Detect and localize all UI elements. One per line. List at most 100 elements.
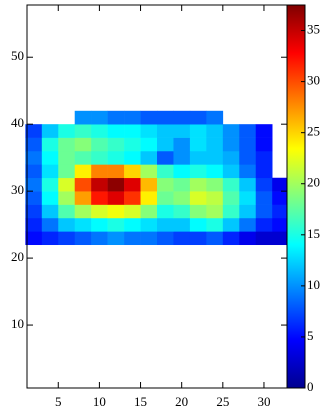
- heat-cell: [140, 204, 158, 219]
- heat-cell: [189, 217, 207, 232]
- heat-cell: [58, 137, 76, 152]
- heat-cell: [74, 231, 92, 246]
- x-tick-label: 15: [134, 394, 147, 409]
- heat-cell: [206, 231, 224, 246]
- heat-cell: [41, 164, 59, 179]
- heat-cell: [206, 217, 224, 232]
- heat-cell: [124, 137, 141, 152]
- x-tick-label: 10: [93, 394, 106, 409]
- heat-cell: [140, 217, 158, 232]
- heat-cell: [189, 164, 207, 179]
- heat-cell: [189, 110, 207, 125]
- heat-cell: [189, 191, 207, 205]
- heat-cell: [25, 137, 43, 152]
- heat-cell: [140, 110, 158, 125]
- heat-cell: [255, 217, 273, 232]
- colorbar-tick-label: 35: [307, 22, 320, 37]
- colorbar-tick-label: 15: [307, 226, 320, 241]
- heat-cell: [124, 204, 141, 219]
- heat-cell: [41, 150, 59, 165]
- heat-cell: [222, 137, 240, 152]
- heat-cell: [222, 204, 240, 219]
- heat-cell: [189, 124, 207, 138]
- heat-cell: [255, 150, 273, 165]
- heat-cell: [58, 177, 76, 192]
- heat-cell: [140, 150, 158, 165]
- heat-cell: [91, 217, 108, 232]
- heat-cell: [58, 150, 76, 165]
- heat-cell: [58, 204, 76, 219]
- heat-cell: [124, 150, 141, 165]
- heat-cell: [124, 217, 141, 232]
- heat-cell: [124, 110, 141, 125]
- heat-cell: [157, 124, 174, 138]
- heat-cell: [239, 204, 257, 219]
- colorbar-tick-label: 20: [307, 175, 320, 190]
- heat-cell: [74, 164, 92, 179]
- heat-cell: [173, 164, 191, 179]
- heat-cell: [222, 231, 240, 246]
- heat-cell: [272, 191, 289, 205]
- heat-cell: [25, 231, 43, 246]
- heat-cell: [124, 191, 141, 205]
- heat-cell: [107, 231, 125, 246]
- heat-cell: [107, 124, 125, 138]
- heat-cell: [58, 124, 76, 138]
- heat-cell: [255, 204, 273, 219]
- colorbar-tick-label: 5: [307, 328, 314, 343]
- heat-cell: [25, 150, 43, 165]
- heat-cell: [206, 204, 224, 219]
- heat-cell: [272, 217, 289, 232]
- heat-cell: [91, 110, 108, 125]
- heat-cell: [157, 164, 174, 179]
- heat-cell: [157, 137, 174, 152]
- heat-cell: [206, 164, 224, 179]
- heat-cell: [222, 150, 240, 165]
- heat-cell: [58, 231, 76, 246]
- x-tick-label: 5: [55, 394, 62, 409]
- heat-cell: [272, 231, 289, 246]
- heat-cell: [140, 177, 158, 192]
- heat-cell: [173, 217, 191, 232]
- heat-cell: [91, 231, 108, 246]
- heat-cell: [222, 124, 240, 138]
- heat-cell: [74, 217, 92, 232]
- heat-cell: [255, 124, 273, 138]
- y-tick-label: 50: [11, 48, 24, 63]
- y-tick-label: 20: [11, 249, 24, 264]
- heat-cell: [25, 204, 43, 219]
- heat-cell: [25, 191, 43, 205]
- heat-cell: [239, 191, 257, 205]
- heat-cell: [91, 164, 108, 179]
- heat-cell: [206, 137, 224, 152]
- heat-cell: [239, 231, 257, 246]
- heat-cell: [222, 217, 240, 232]
- heat-cell: [25, 217, 43, 232]
- heat-cell: [107, 191, 125, 205]
- heat-cell: [140, 231, 158, 246]
- heat-cell: [107, 150, 125, 165]
- heat-cell: [239, 177, 257, 192]
- heat-cell: [74, 110, 92, 125]
- heat-cell: [255, 137, 273, 152]
- heat-cell: [157, 231, 174, 246]
- heat-cell: [41, 204, 59, 219]
- colorbar-tick-label: 0: [307, 379, 314, 394]
- heat-cell: [157, 177, 174, 192]
- y-tick-label: 30: [11, 182, 24, 197]
- heat-cell: [157, 150, 174, 165]
- x-tick-label: 20: [175, 394, 188, 409]
- heat-cell: [41, 137, 59, 152]
- heat-cell: [41, 191, 59, 205]
- heat-cell: [58, 191, 76, 205]
- heat-cell: [189, 231, 207, 246]
- x-tick-label: 30: [257, 394, 270, 409]
- heat-cell: [41, 177, 59, 192]
- heat-cell: [173, 231, 191, 246]
- heat-cell: [124, 177, 141, 192]
- heat-cell: [239, 137, 257, 152]
- heat-cell: [140, 137, 158, 152]
- heat-cell: [91, 137, 108, 152]
- heat-cell: [173, 110, 191, 125]
- heat-cell: [206, 110, 224, 125]
